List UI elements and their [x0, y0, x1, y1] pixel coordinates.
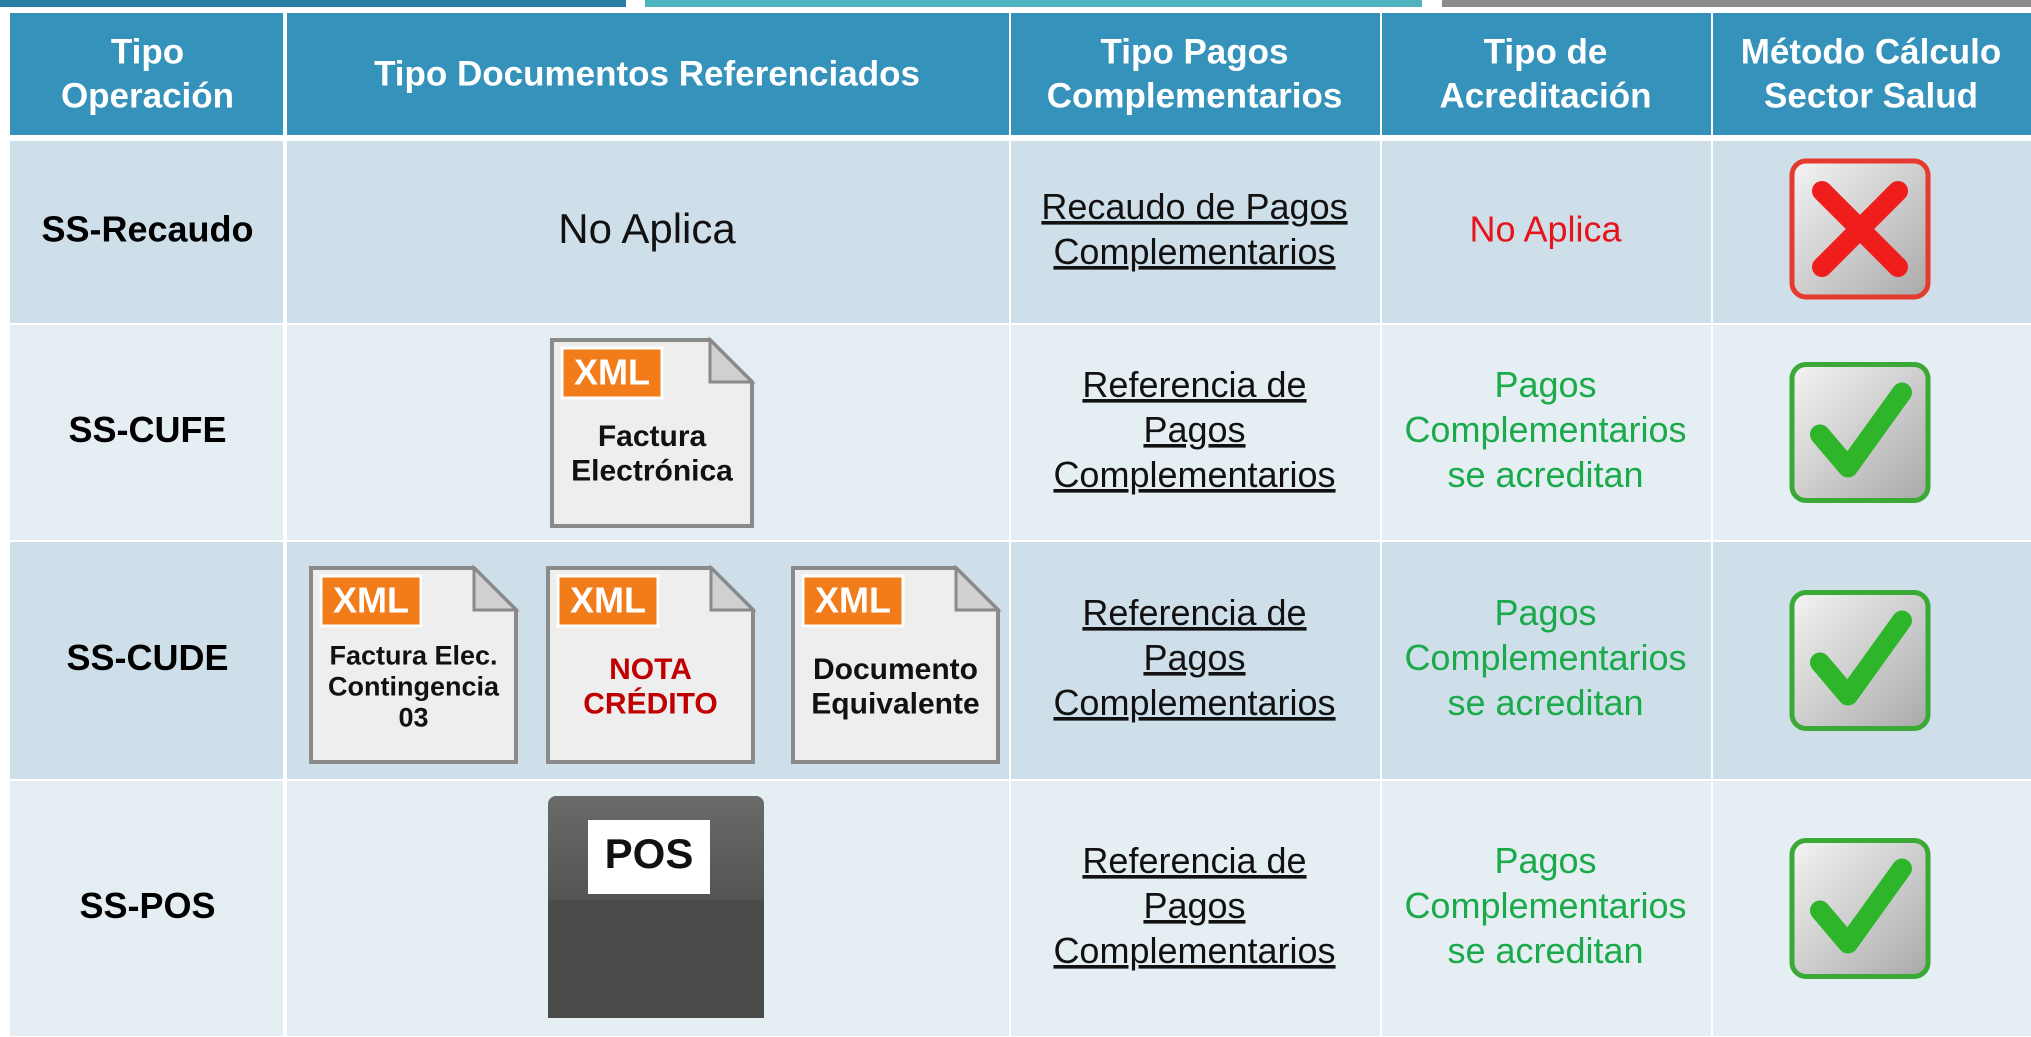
- cell: [10, 325, 283, 540]
- xml-badge: [556, 574, 660, 628]
- header-text: Tipo Documentos Referenciados: [374, 54, 920, 93]
- pos-paper: [588, 820, 710, 894]
- xml-badge: [560, 346, 664, 400]
- acreditacion-text: Complementarios: [1404, 637, 1686, 678]
- cell: [1011, 325, 1380, 540]
- cell: [1382, 325, 1711, 540]
- pagos-text: Pagos: [1143, 637, 1245, 678]
- cell: [10, 781, 283, 1036]
- header-cell: [287, 13, 1009, 135]
- cell: [1011, 781, 1380, 1036]
- check-mark: [1810, 610, 1912, 706]
- cell: [1011, 141, 1380, 323]
- pagos-text: Referencia de: [1082, 840, 1306, 881]
- pagos-text: Referencia de: [1082, 592, 1306, 633]
- pagos-text: Pagos: [1143, 885, 1245, 926]
- header-text: Sector Salud: [1764, 76, 1978, 115]
- header-text: Acreditación: [1440, 76, 1652, 115]
- operation: SS-CUFE: [68, 409, 226, 450]
- top-bar: [1442, 0, 2031, 7]
- header-text: Tipo Pagos: [1101, 32, 1289, 71]
- acreditacion-text: se acreditan: [1447, 930, 1643, 971]
- check-mark: [1810, 858, 1912, 954]
- doc-text: Factura Elec.: [329, 640, 497, 670]
- top-bar: [0, 0, 626, 7]
- doc-fold: [709, 564, 757, 612]
- xml-badge-text: XML: [570, 580, 646, 621]
- header-text: Tipo: [111, 32, 184, 71]
- acreditacion-text: Pagos: [1494, 840, 1596, 881]
- doc-text: Contingencia: [328, 671, 500, 701]
- header-cell: [1713, 13, 2031, 135]
- header-text: Método Cálculo: [1741, 32, 2002, 71]
- pagos-text: Complementarios: [1053, 231, 1335, 272]
- cell: [287, 141, 1009, 323]
- doc-fold: [708, 336, 756, 384]
- header-text: Tipo de: [1484, 32, 1608, 71]
- cell: [10, 542, 283, 779]
- doc-fold: [954, 564, 1002, 612]
- operation: SS-CUDE: [66, 637, 228, 678]
- cell: [1382, 781, 1711, 1036]
- acreditacion-text: Complementarios: [1404, 409, 1686, 450]
- acreditacion-text: Pagos: [1494, 364, 1596, 405]
- doc-text: CRÉDITO: [583, 686, 717, 720]
- acreditacion-text: Pagos: [1494, 592, 1596, 633]
- cell: [1011, 542, 1380, 779]
- pos-text: POS: [605, 830, 694, 877]
- doc-text: Equivalente: [811, 687, 979, 720]
- xml-badge-text: XML: [333, 580, 409, 621]
- check-mark: [1810, 382, 1912, 478]
- xml-badge: [319, 574, 423, 628]
- pagos-text: Complementarios: [1053, 930, 1335, 971]
- x-mark: [1812, 181, 1908, 277]
- top-bar: [645, 0, 1422, 7]
- pagos-text: Pagos: [1143, 409, 1245, 450]
- header-text: Operación: [61, 76, 234, 115]
- header-cell: [1011, 13, 1380, 135]
- pagos-text: Complementarios: [1053, 682, 1335, 723]
- doc-text: Documento: [813, 653, 978, 686]
- xml-badge-text: XML: [815, 580, 891, 621]
- cell: [1382, 542, 1711, 779]
- doc-text: NOTA: [609, 653, 692, 686]
- doc-text: Factura: [598, 420, 707, 453]
- documents-text: No Aplica: [558, 205, 736, 252]
- header-text: Complementarios: [1047, 76, 1343, 115]
- header-cell: [10, 13, 283, 135]
- doc-text: 03: [398, 702, 428, 732]
- acreditacion-text: se acreditan: [1447, 682, 1643, 723]
- cell: [1382, 141, 1711, 323]
- doc-text: Electrónica: [571, 454, 733, 487]
- acreditacion-text: se acreditan: [1447, 454, 1643, 495]
- acreditacion-text: No Aplica: [1469, 209, 1622, 250]
- cell: [10, 141, 283, 323]
- operation: SS-POS: [79, 885, 215, 926]
- pos-printer-front: [548, 900, 764, 1018]
- table-row: SS-Recaudo No Aplica Recaudo de PagosCompl…: [10, 141, 2031, 323]
- doc-fold: [472, 564, 520, 612]
- pagos-text: Recaudo de Pagos: [1041, 186, 1347, 227]
- xml-badge-text: XML: [574, 352, 650, 393]
- pagos-text: Complementarios: [1053, 454, 1335, 495]
- acreditacion-text: Complementarios: [1404, 885, 1686, 926]
- pagos-text: Referencia de: [1082, 364, 1306, 405]
- header-cell: [1382, 13, 1711, 135]
- operation: SS-Recaudo: [41, 209, 253, 250]
- xml-badge: [801, 574, 905, 628]
